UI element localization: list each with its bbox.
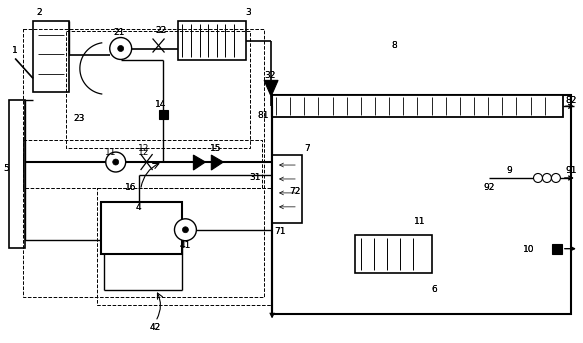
Text: 21: 21 [113,28,124,37]
Text: 14: 14 [155,100,166,109]
Text: 3: 3 [245,8,251,17]
Text: 81: 81 [257,111,269,120]
Text: 15: 15 [209,144,221,153]
Text: 21: 21 [113,28,124,37]
Text: 23: 23 [73,114,85,123]
Text: 10: 10 [524,245,535,254]
Polygon shape [211,155,223,170]
Polygon shape [264,80,278,96]
Circle shape [533,174,542,182]
Text: 2: 2 [36,8,42,17]
Text: 4: 4 [136,203,142,212]
Text: 91: 91 [565,166,577,175]
Text: 12: 12 [138,144,149,153]
Text: 1: 1 [12,46,18,55]
Text: 11: 11 [414,217,425,226]
Bar [159,110,167,119]
Text: 10: 10 [524,245,535,254]
Text: 16: 16 [125,184,136,192]
Text: 42: 42 [150,323,161,332]
Circle shape [174,219,196,241]
Text: 9: 9 [506,166,512,175]
Text: 3: 3 [245,8,251,17]
Text: 9: 9 [506,166,512,175]
Text: 31: 31 [250,174,261,182]
Text: 91: 91 [565,166,577,175]
Text: 31: 31 [250,174,261,182]
Bar [354,235,433,273]
Text: 72: 72 [289,187,301,197]
Text: 22: 22 [155,26,166,35]
Text: 2: 2 [36,8,42,17]
Bar [272,95,563,117]
Bar [272,95,571,315]
Text: 11: 11 [414,217,425,226]
Text: 7: 7 [304,144,310,153]
Text: 8: 8 [392,41,398,50]
Text: 41: 41 [180,241,191,250]
Circle shape [106,152,126,172]
Text: 14: 14 [155,100,166,109]
Text: 11: 11 [105,147,117,156]
Text: 81: 81 [257,111,269,120]
Bar [66,31,250,148]
Circle shape [113,159,119,165]
Circle shape [182,227,188,233]
Bar [23,140,262,188]
Text: 4: 4 [136,203,142,212]
Bar [178,21,246,60]
Text: 16: 16 [125,184,136,192]
Text: 71: 71 [274,227,286,236]
Bar [97,188,272,306]
Bar [101,202,182,254]
Text: 5: 5 [3,164,9,173]
Bar [33,21,69,92]
Text: 5: 5 [3,164,9,173]
Text: 92: 92 [483,184,495,192]
Text: 1: 1 [12,46,18,55]
Text: 15: 15 [209,144,221,153]
Text: 23: 23 [73,114,85,123]
Text: 32: 32 [265,71,276,80]
Text: 22: 22 [155,26,166,35]
Bar [272,155,302,223]
Polygon shape [194,155,205,170]
Text: 72: 72 [289,187,301,197]
Text: 8: 8 [392,41,398,50]
Text: 7: 7 [304,144,310,153]
Text: 42: 42 [150,323,161,332]
Circle shape [552,174,560,182]
Text: 92: 92 [483,184,495,192]
Text: 12: 12 [138,147,149,156]
Text: 82: 82 [565,96,577,105]
Text: 6: 6 [431,285,437,294]
Bar [23,28,264,297]
Circle shape [118,46,124,51]
Text: 6: 6 [431,285,437,294]
Text: 71: 71 [274,227,286,236]
Text: 82: 82 [565,96,577,105]
Text: 32: 32 [265,71,276,80]
Bar [552,244,562,254]
Text: 41: 41 [180,241,191,250]
Bar [9,100,25,248]
Circle shape [542,174,552,182]
Circle shape [110,37,132,59]
